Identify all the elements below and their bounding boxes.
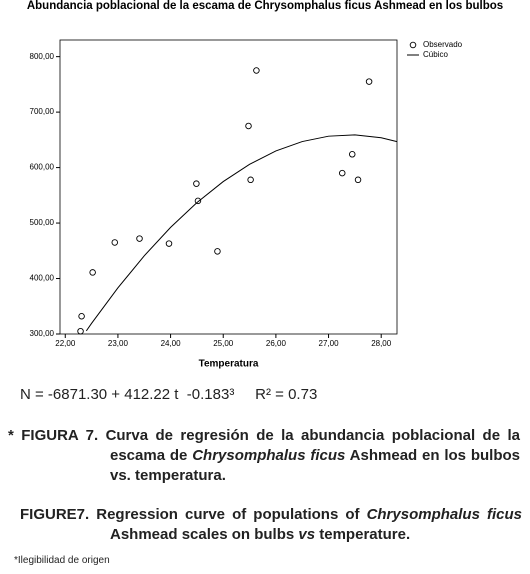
equation: N = -6871.30 + 412.22 t -0.183³ R² = 0.7…	[20, 386, 317, 403]
caption-text: Ashmead scales on bulbs	[110, 526, 299, 543]
fit-line	[85, 134, 398, 332]
y-tick-label: 700,00	[30, 107, 55, 116]
data-point	[253, 67, 260, 74]
caption-label: FIGURA 7.	[21, 427, 99, 444]
x-tick-label: 25,00	[213, 339, 234, 348]
data-point	[89, 269, 96, 276]
y-tick-label: 400,00	[30, 274, 55, 283]
footnote: *Ilegibilidad de origen	[14, 555, 110, 566]
caption-text: vs	[298, 526, 316, 543]
data-point	[77, 327, 84, 335]
data-point	[354, 176, 362, 184]
y-tick-label: 600,00	[30, 163, 55, 172]
x-tick-label: 22,00	[55, 339, 76, 348]
plot-frame	[59, 39, 398, 335]
caption-text: Chrysomphalus ficus	[192, 447, 346, 464]
caption-text: Chrysomphalus ficus	[366, 506, 522, 523]
data-point	[111, 239, 119, 246]
data-point	[136, 235, 143, 242]
chart: 300,00 400,00 500,00 600,00 700,00 800,00 22,0…	[30, 39, 463, 370]
y-tick-label: 500,00	[30, 218, 55, 227]
equation-text: N = -6871.30 + 412.22 t -0.183³	[20, 386, 235, 403]
caption-es: * FIGURA 7. Curva de regresión de la abu…	[0, 426, 520, 486]
x-tick-label: 24,00	[161, 339, 182, 348]
y-tick-label: 300,00	[30, 329, 55, 338]
caption-marker: *	[8, 427, 14, 444]
x-tick-label: 28,00	[371, 339, 392, 348]
data-point	[247, 176, 254, 184]
data-point	[365, 78, 373, 85]
y-tick-label: 800,00	[30, 52, 55, 61]
x-tick-label: 26,00	[266, 339, 287, 348]
caption-en: FIGURE7. Regression curve of populations…	[0, 505, 522, 545]
legend-label: Observado	[423, 40, 463, 49]
data-point	[194, 197, 202, 205]
x-tick-label: 27,00	[319, 339, 340, 348]
data-point	[338, 169, 346, 177]
data-point	[193, 180, 200, 187]
data-point	[214, 248, 221, 255]
data-point	[165, 240, 173, 247]
caption-label: FIGURE7.	[20, 506, 90, 523]
legend-label: Cúbico	[423, 50, 448, 59]
data-point	[245, 122, 252, 130]
x-axis-label: Temperatura	[199, 359, 259, 370]
caption-text: Curva de regresión de la abundancia pobl…	[105, 427, 520, 464]
data-point	[78, 312, 85, 320]
legend-marker	[409, 41, 417, 49]
data-point	[348, 151, 356, 158]
caption-text: Regression curve of populations of	[96, 506, 367, 523]
r-squared: R² = 0.73	[255, 386, 318, 403]
chart-title: Abundancia poblacional de la escama de C…	[26, 0, 504, 12]
caption-text: temperature.	[315, 526, 411, 543]
x-tick-label: 23,00	[108, 339, 129, 348]
caption-text: Ashmead en los bulbos vs. temperatura.	[110, 447, 520, 484]
